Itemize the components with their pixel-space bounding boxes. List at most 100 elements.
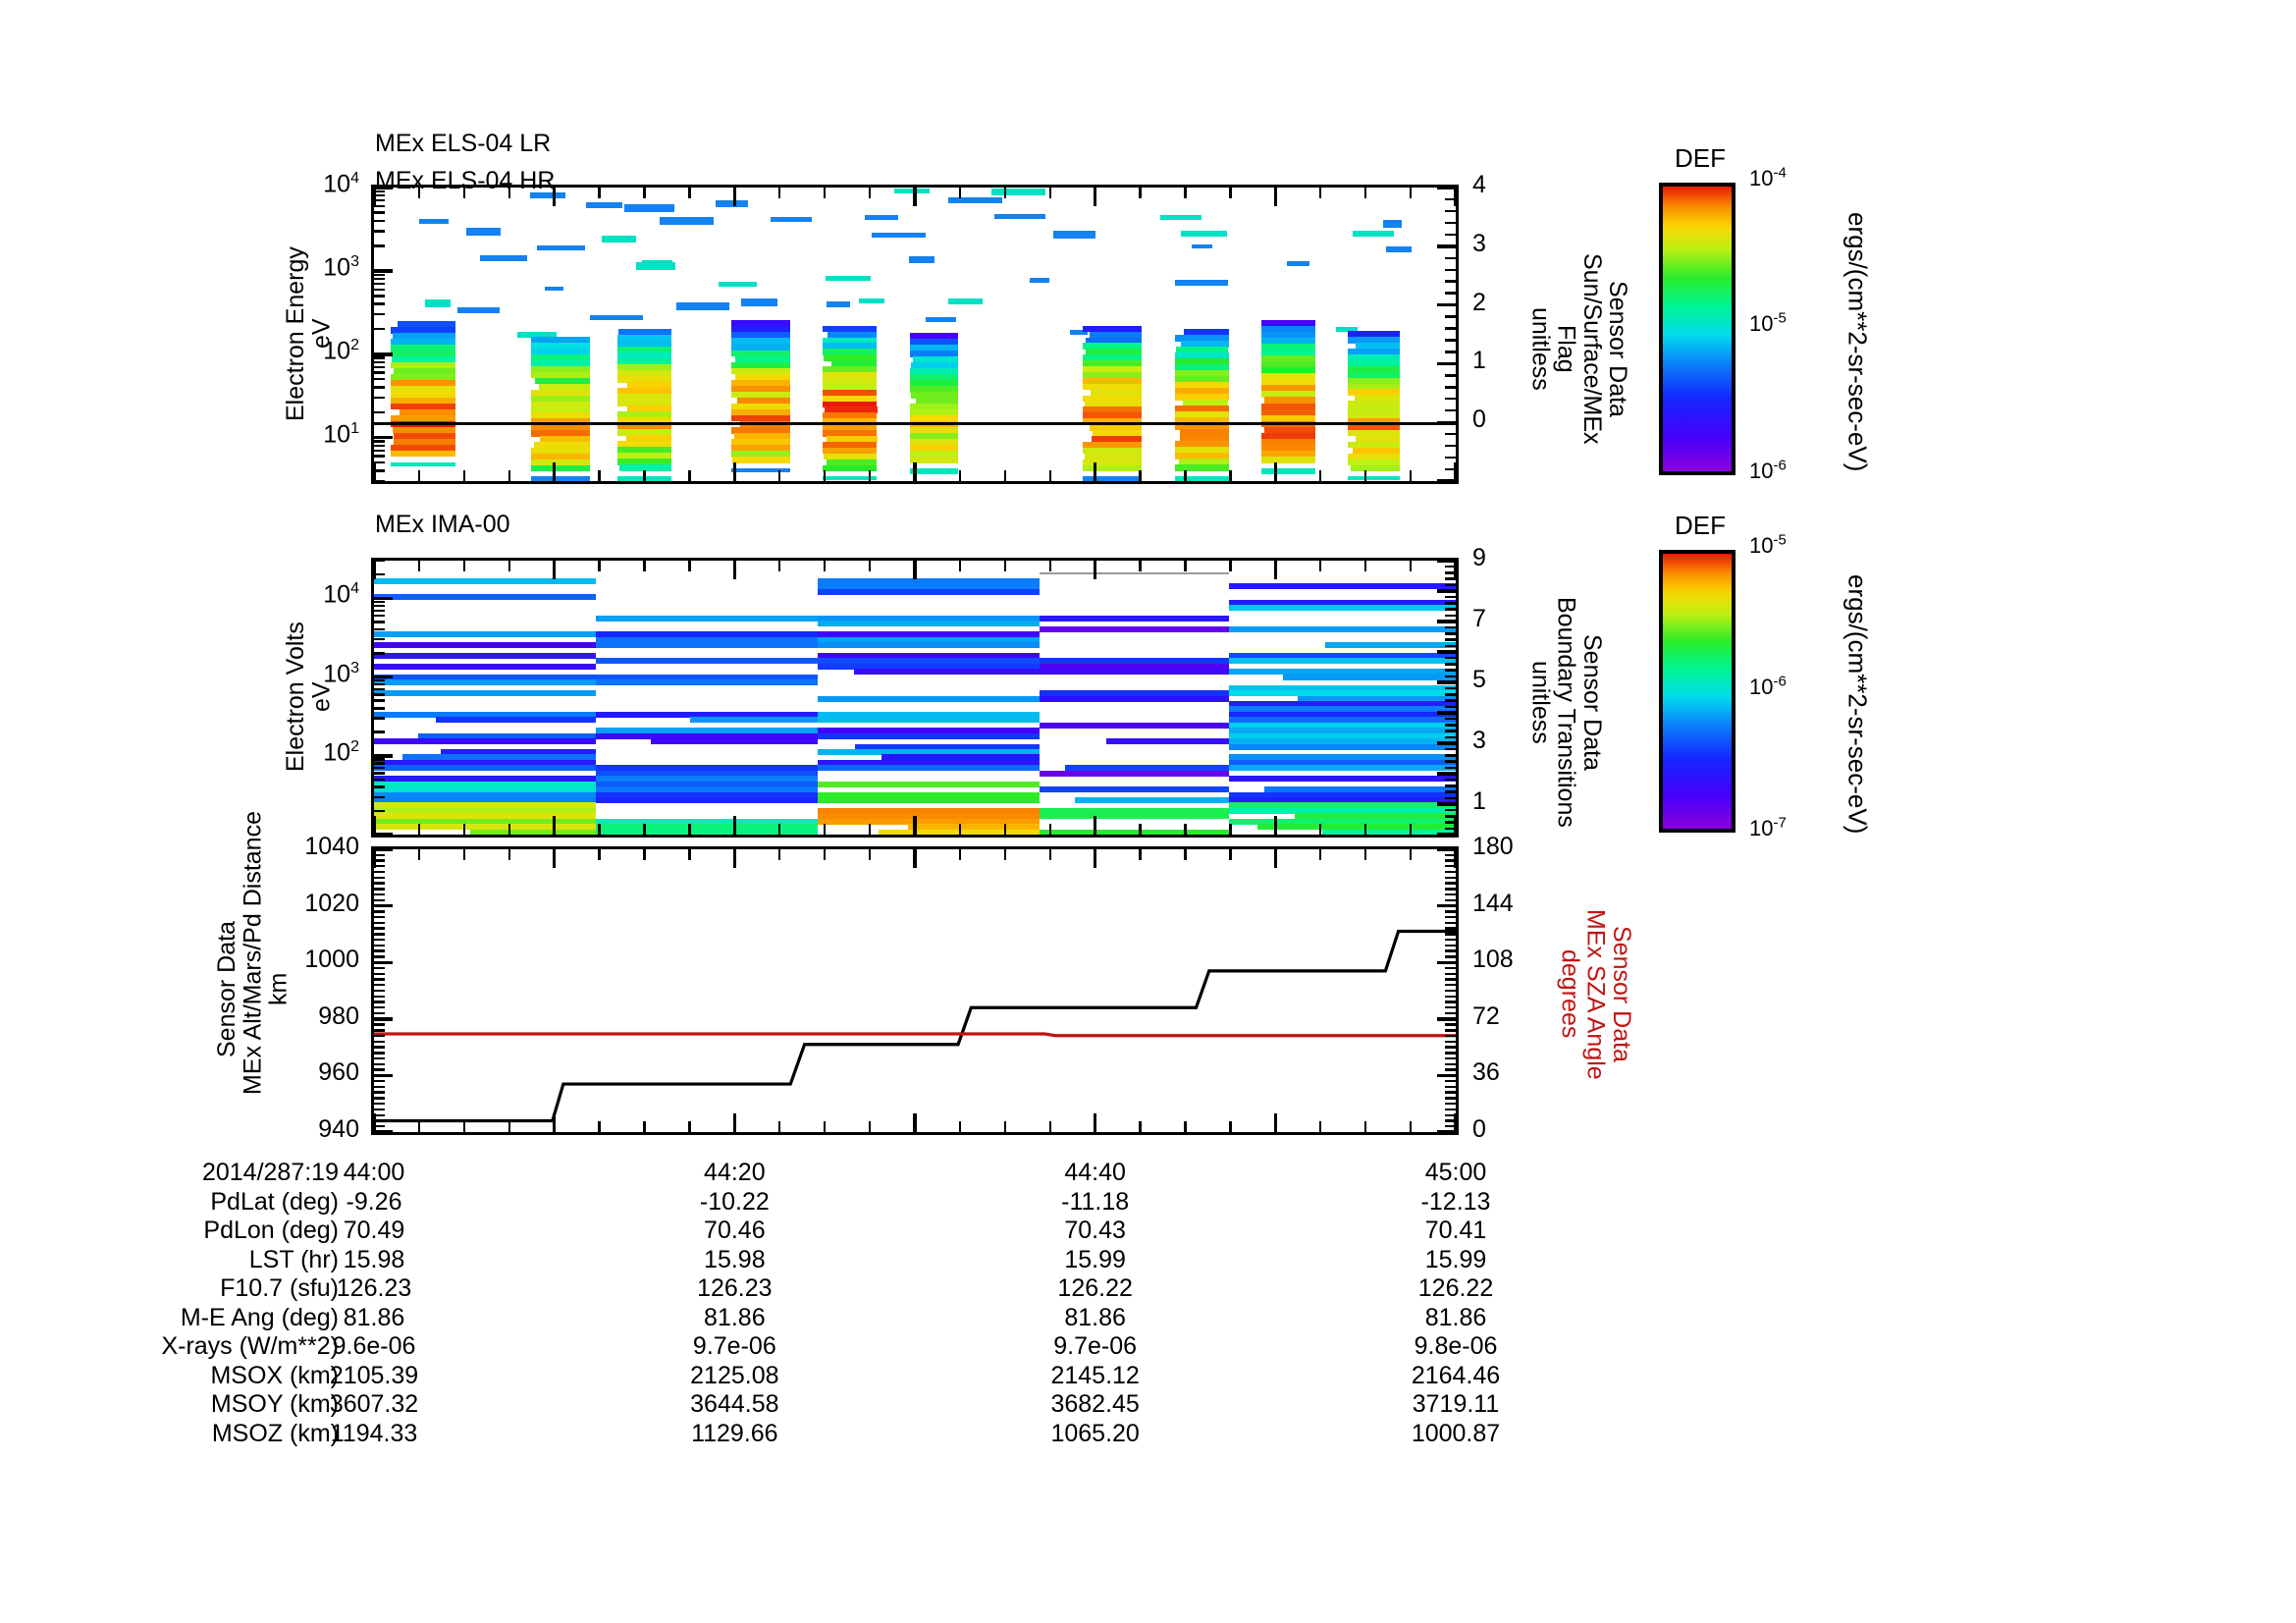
- els-spectrogram-stripe: [1347, 418, 1400, 425]
- x-tick-bottom: [1273, 816, 1278, 835]
- table-cell: 44:20: [704, 1159, 766, 1186]
- els-spectrogram-stripe: [617, 388, 672, 395]
- x-tick-top: [868, 188, 872, 198]
- y-tick-left: [374, 1073, 393, 1078]
- els-spectrogram-stripe: [827, 435, 878, 443]
- colorbar-els-gradient: [1659, 183, 1735, 475]
- table-cell: 2105.39: [329, 1361, 419, 1389]
- y-tick-right: [1445, 1119, 1456, 1122]
- els-spectrogram-stripe: [909, 445, 959, 452]
- ima-spectrogram-stripe: [1228, 728, 1456, 734]
- colorbar-els-title: DEF: [1675, 143, 1726, 173]
- y-tick-right: [1445, 870, 1456, 874]
- els-spectrogram-stripe: [393, 367, 455, 375]
- y-tick-right: [1445, 268, 1456, 271]
- ima-spectrogram-stripe: [855, 743, 1040, 750]
- els-detection-bar: [419, 219, 450, 224]
- colorbar-ima[interactable]: DEF 10-5 10-6 10-7 ergs/(cm**2-sr-sec-eV…: [1659, 511, 1953, 844]
- els-spectrogram-stripe: [828, 331, 878, 339]
- els-detection-bar: [536, 244, 586, 250]
- x-tick-bottom: [1363, 824, 1367, 835]
- x-tick-top: [1273, 849, 1278, 868]
- x-tick-bottom: [417, 470, 421, 481]
- table-cell: 81.86: [1064, 1303, 1126, 1331]
- els-spectrogram-stripe: [823, 389, 878, 397]
- els-spectrogram-stripe: [390, 397, 455, 405]
- ima-spectrogram-stripe: [374, 807, 596, 814]
- y-tick-left: [374, 893, 385, 896]
- ima-spectrogram-stripe: [1039, 663, 1229, 670]
- ima-spectrogram-stripe: [817, 631, 1040, 638]
- panel-ima-right-ylabel: Sensor Data Boundary Transitions unitles…: [1526, 597, 1606, 828]
- colorbar-els-min-label: 10-6: [1749, 458, 1787, 484]
- y-axis-tick-label-right: 36: [1472, 1058, 1500, 1087]
- y-tick-left: [374, 460, 385, 464]
- ima-spectrogram-stripe: [595, 642, 818, 649]
- panel-els-spectrogram[interactable]: [371, 185, 1459, 484]
- els-spectrogram-stripe: [1350, 464, 1400, 471]
- x-tick-top: [372, 561, 376, 579]
- els-spectrogram-stripe: [1082, 366, 1143, 373]
- y-tick-left: [374, 295, 385, 298]
- ima-spectrogram-stripe: [374, 781, 596, 787]
- x-tick-bottom: [1454, 1113, 1458, 1132]
- els-spectrogram-stripe: [1086, 337, 1143, 344]
- table-row: MSOZ (km) 1194.33 1129.66 1065.20 1000.87: [0, 1420, 1571, 1449]
- els-spectrogram-stripe: [617, 453, 672, 460]
- panel-ima-spectrogram[interactable]: [371, 558, 1459, 838]
- y-tick-right: [1445, 955, 1456, 958]
- ima-spectrogram-stripe: [1039, 615, 1229, 622]
- y-tick-left: [374, 1097, 385, 1100]
- ima-spectrogram-stripe: [469, 829, 596, 835]
- y-tick-left: [374, 882, 385, 885]
- ima-spectrogram-stripe: [374, 653, 596, 660]
- els-spectrogram-stripe: [530, 406, 591, 413]
- y-tick-right: [1437, 772, 1456, 776]
- els-spectrogram-stripe: [530, 459, 591, 466]
- els-detection-bar: [1385, 245, 1413, 252]
- els-spectrogram-stripe: [1174, 417, 1229, 424]
- y-axis-tick-label: 1000: [304, 946, 359, 974]
- y-tick-left: [374, 204, 385, 208]
- colorbar-els-mid-label: 10-5: [1749, 310, 1787, 337]
- els-spectrogram-stripe: [823, 337, 878, 344]
- y-tick-right: [1445, 315, 1456, 318]
- colorbar-els[interactable]: DEF 10-4 10-5 10-6 ergs/(cm**2-sr-sec-eV…: [1659, 143, 1953, 487]
- panel-altitude-sza[interactable]: [371, 846, 1459, 1135]
- y-tick-right: [1445, 921, 1456, 925]
- y-tick-left: [374, 189, 385, 193]
- x-tick-bottom: [643, 1121, 646, 1132]
- x-tick-bottom: [1048, 1121, 1051, 1132]
- x-tick-top: [732, 849, 737, 868]
- table-cell: 45:00: [1424, 1159, 1487, 1186]
- y-tick-left: [374, 772, 385, 775]
- y-tick-right: [1445, 821, 1456, 824]
- y-tick-left: [374, 1052, 385, 1055]
- x-tick-bottom: [1409, 824, 1413, 835]
- y-axis-tick-label: 102: [323, 737, 359, 767]
- y-tick-left: [374, 949, 385, 952]
- y-tick-right: [1445, 351, 1456, 353]
- table-cell: 2145.12: [1050, 1361, 1140, 1389]
- els-spectrogram-stripe: [617, 423, 672, 430]
- colorbar-ima-title: DEF: [1675, 511, 1726, 540]
- ima-spectrogram-stripe: [1065, 765, 1229, 772]
- els-detection-bar: [1053, 231, 1095, 240]
- table-cell: 3682.45: [1050, 1390, 1140, 1418]
- els-spectrogram-stripe: [393, 426, 455, 434]
- y-axis-tick-label-right: 1: [1472, 787, 1486, 815]
- els-spectrogram-stripe: [1174, 382, 1229, 389]
- els-spectrogram-stripe: [823, 401, 878, 407]
- y-axis-tick-label-right: 2: [1472, 288, 1486, 316]
- ima-spectrogram-stripe: [1228, 658, 1456, 665]
- x-tick-top: [1454, 188, 1458, 206]
- y-axis-tick-label-right: 1: [1472, 347, 1486, 375]
- els-spectrogram-stripe: [626, 382, 672, 389]
- ima-spectrogram-stripe: [1228, 732, 1456, 739]
- x-tick-top: [868, 561, 872, 571]
- y-tick-left: [374, 1091, 385, 1094]
- x-tick-top: [1319, 188, 1322, 198]
- els-spectrogram-stripe: [617, 411, 672, 418]
- els-spectrogram-stripe: [1174, 441, 1229, 448]
- table-row-label: X-rays (W/m**2): [161, 1332, 339, 1360]
